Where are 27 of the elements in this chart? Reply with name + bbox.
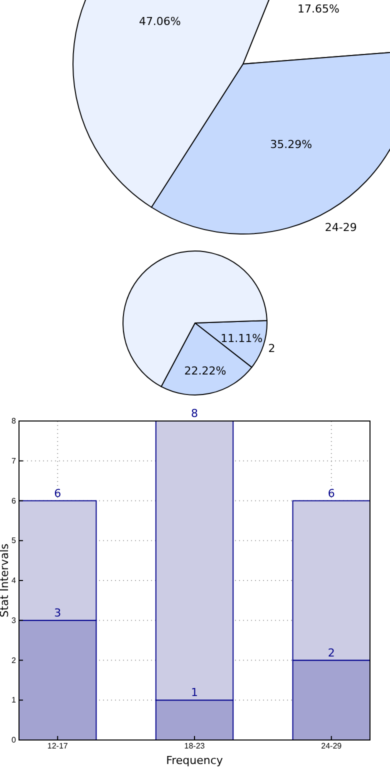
slice-label: 24-29 — [324, 221, 357, 234]
y-tick-label: 5 — [12, 536, 17, 546]
y-tick-label: 7 — [12, 456, 17, 466]
y-tick-label: 3 — [12, 616, 17, 625]
y-tick-label: 6 — [12, 496, 17, 506]
data-label: 35.29% — [270, 138, 312, 152]
x-tick-label: 12-17 — [47, 742, 68, 751]
y-tick-label: 4 — [12, 576, 17, 586]
data-label: 3 — [54, 606, 62, 620]
total-label: 6 — [54, 486, 62, 500]
y-tick-label: 1 — [12, 696, 17, 705]
data-label: 17.65% — [297, 2, 340, 16]
data-label: 2 — [328, 646, 335, 660]
y-tick-label: 2 — [12, 656, 17, 665]
data-label: 47.06% — [138, 14, 181, 28]
data-label: 11.11% — [220, 332, 263, 345]
x-tick-label: 18-23 — [184, 742, 206, 751]
x-tick-label: 24-29 — [321, 742, 342, 751]
x-axis-title: Frequency — [166, 754, 224, 767]
slice-label: 2 — [268, 342, 276, 355]
data-label: 22.22% — [184, 364, 226, 378]
data-label: 1 — [191, 686, 198, 700]
total-label: 8 — [191, 407, 198, 420]
y-tick-label: 0 — [12, 736, 17, 745]
total-label: 6 — [328, 486, 335, 500]
y-tick-label: 8 — [12, 416, 17, 426]
y-axis-title: Stat Intervals — [0, 543, 11, 618]
